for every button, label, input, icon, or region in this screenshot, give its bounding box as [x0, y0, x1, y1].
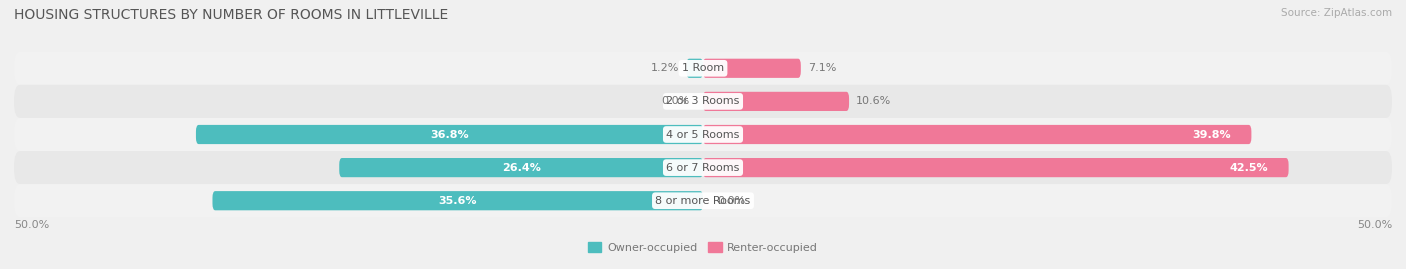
FancyBboxPatch shape [703, 59, 801, 78]
FancyBboxPatch shape [14, 85, 1392, 118]
Text: 39.8%: 39.8% [1192, 129, 1230, 140]
Text: HOUSING STRUCTURES BY NUMBER OF ROOMS IN LITTLEVILLE: HOUSING STRUCTURES BY NUMBER OF ROOMS IN… [14, 8, 449, 22]
Text: 1 Room: 1 Room [682, 63, 724, 73]
Text: 26.4%: 26.4% [502, 162, 540, 173]
FancyBboxPatch shape [14, 184, 1392, 217]
Text: 10.6%: 10.6% [856, 96, 891, 107]
Text: 6 or 7 Rooms: 6 or 7 Rooms [666, 162, 740, 173]
FancyBboxPatch shape [703, 92, 849, 111]
Text: 7.1%: 7.1% [807, 63, 837, 73]
Text: 36.8%: 36.8% [430, 129, 468, 140]
FancyBboxPatch shape [14, 52, 1392, 85]
FancyBboxPatch shape [703, 125, 1251, 144]
Legend: Owner-occupied, Renter-occupied: Owner-occupied, Renter-occupied [588, 242, 818, 253]
Text: 4 or 5 Rooms: 4 or 5 Rooms [666, 129, 740, 140]
FancyBboxPatch shape [686, 59, 703, 78]
FancyBboxPatch shape [339, 158, 703, 177]
Text: 8 or more Rooms: 8 or more Rooms [655, 196, 751, 206]
Text: 1.2%: 1.2% [651, 63, 679, 73]
Text: 0.0%: 0.0% [717, 196, 745, 206]
FancyBboxPatch shape [14, 118, 1392, 151]
FancyBboxPatch shape [703, 158, 1289, 177]
Text: Source: ZipAtlas.com: Source: ZipAtlas.com [1281, 8, 1392, 18]
Text: 0.0%: 0.0% [661, 96, 689, 107]
FancyBboxPatch shape [14, 151, 1392, 184]
Text: 2 or 3 Rooms: 2 or 3 Rooms [666, 96, 740, 107]
Text: 50.0%: 50.0% [1357, 220, 1392, 230]
FancyBboxPatch shape [212, 191, 703, 210]
FancyBboxPatch shape [195, 125, 703, 144]
Text: 35.6%: 35.6% [439, 196, 477, 206]
Text: 50.0%: 50.0% [14, 220, 49, 230]
Text: 42.5%: 42.5% [1229, 162, 1268, 173]
